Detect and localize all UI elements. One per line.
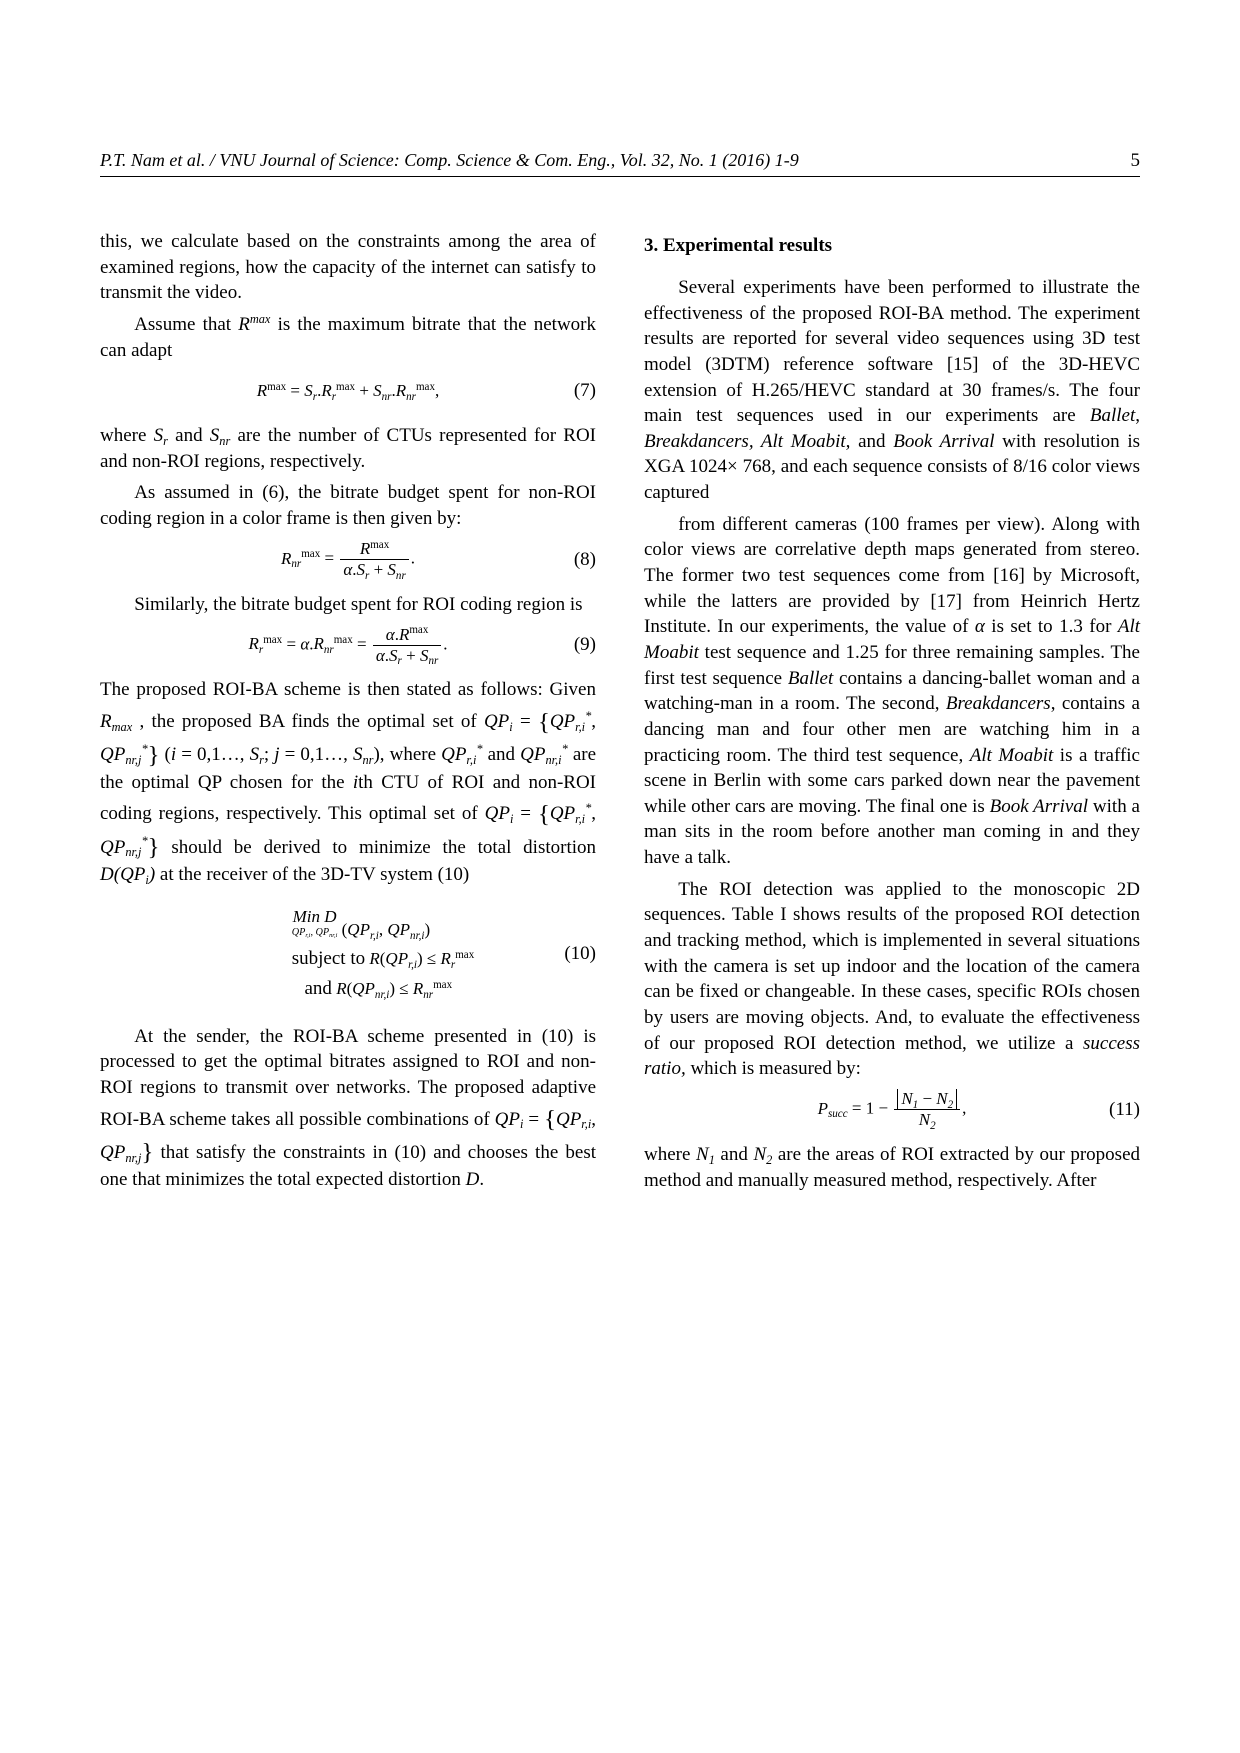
left-p6g: should be derived to minimize the total … <box>171 837 596 858</box>
left-column: this, we calculate based on the constrai… <box>100 229 596 1199</box>
eq10-body: Min D QPr,i, QPnr,i (QPr,i, QPnr,i) subj… <box>222 907 474 1000</box>
sym-qpnri: QPnr,i* <box>520 744 568 765</box>
i-alpha: α <box>975 616 985 637</box>
left-p3a: where <box>100 425 154 446</box>
left-p2: Assume that Rmax is the maximum bitrate … <box>100 312 596 363</box>
left-p3: where Sr and Snr are the number of CTUs … <box>100 423 596 474</box>
equation-7: Rmax = Sr.Rrmax + Snr.Rnrmax, (7) <box>100 369 596 413</box>
eq10-line3: and R(QPnr,i) ≤ Rnrmax <box>292 978 452 1000</box>
eq7-num: (7) <box>574 380 596 402</box>
sym-rmax: Rmax <box>238 314 270 335</box>
eq11-num: (11) <box>1109 1099 1140 1121</box>
left-p6h: at the receiver of the 3D-TV system (10) <box>160 864 469 885</box>
left-p7c: . <box>479 1169 484 1190</box>
left-p7: At the sender, the ROI-BA scheme present… <box>100 1024 596 1193</box>
left-p1: this, we calculate based on the constrai… <box>100 229 596 306</box>
right-p3: The ROI detection was applied to the mon… <box>644 877 1140 1082</box>
i-book2: Book Arrival <box>990 796 1088 817</box>
right-p1: Several experiments have been performed … <box>644 275 1140 506</box>
eq8-body: Rnrmax = Rmaxα.Sr + Snr. <box>281 539 415 580</box>
sym-rmax-2: Rmax <box>100 711 132 732</box>
sup-max: max <box>250 312 271 326</box>
eq9-num: (9) <box>574 634 596 656</box>
eq10-line1: Min D QPr,i, QPnr,i (QPr,i, QPnr,i) <box>292 907 430 940</box>
left-p7b: that satisfy the constraints in (10) and… <box>100 1142 596 1190</box>
eq10-num: (10) <box>564 943 596 965</box>
sym-n1: N1 <box>696 1144 715 1165</box>
subject-to: subject to <box>292 948 365 969</box>
right-column: 3. Experimental results Several experime… <box>644 229 1140 1199</box>
i-altmoabit2: Alt Moabit <box>970 745 1054 766</box>
right-p3b: which is measured by: <box>686 1058 861 1079</box>
eq7-body: Rmax = Sr.Rrmax + Snr.Rnrmax, <box>257 381 439 401</box>
journal-title: P.T. Nam et al. / VNU Journal of Science… <box>100 150 799 171</box>
eq11-body: Psucc = 1 − N1 − N2N2, <box>818 1089 967 1130</box>
left-p6c: where <box>390 744 441 765</box>
equation-10: Min D QPr,i, QPnr,i (QPr,i, QPnr,i) subj… <box>100 894 596 1014</box>
i-break2: Breakdancers <box>946 693 1051 714</box>
section-title: 3. Experimental results <box>644 235 1140 257</box>
eq9-body: Rrmax = α.Rnrmax = α.Rmaxα.Sr + Snr. <box>248 625 447 666</box>
left-p3b: and <box>168 425 210 446</box>
sym-qpri: QPr,i* <box>441 744 482 765</box>
left-p6b: , the proposed BA finds the optimal set … <box>139 711 484 732</box>
left-p4: As assumed in (6), the bitrate budget sp… <box>100 480 596 531</box>
right-p4b: and <box>715 1144 754 1165</box>
sym-d: D <box>466 1169 480 1190</box>
eq10-line2: subject to R(QPr,i) ≤ Rrmax <box>292 948 474 970</box>
right-p3a: The ROI detection was applied to the mon… <box>644 879 1140 1054</box>
sym-n2: N2 <box>753 1144 772 1165</box>
i-book: Book Arrival <box>893 431 994 452</box>
sym-snr: Snr <box>210 425 230 446</box>
i-ballet: Ballet <box>1090 405 1135 426</box>
left-p6: The proposed ROI-BA scheme is then state… <box>100 677 596 887</box>
right-p4: where N1 and N2 are the areas of ROI ext… <box>644 1142 1140 1193</box>
right-p1b: , <box>1135 405 1140 426</box>
left-p6d: and <box>483 744 521 765</box>
equation-9: Rrmax = α.Rnrmax = α.Rmaxα.Sr + Snr. (9) <box>100 623 596 667</box>
page-number: 5 <box>1131 150 1141 172</box>
equation-8: Rnrmax = Rmaxα.Sr + Snr. (8) <box>100 538 596 582</box>
i-ballet2: Ballet <box>788 668 833 689</box>
main-columns: this, we calculate based on the constrai… <box>100 229 1140 1199</box>
right-p4a: where <box>644 1144 696 1165</box>
equation-11: Psucc = 1 − N1 − N2N2, (11) <box>644 1088 1140 1132</box>
left-p6a: The proposed ROI-BA scheme is then state… <box>100 679 596 700</box>
right-p1a: Several experiments have been performed … <box>644 277 1140 426</box>
sym-sr: Sr <box>154 425 168 446</box>
page-header: P.T. Nam et al. / VNU Journal of Science… <box>100 150 1140 177</box>
right-p1c: and <box>850 431 893 452</box>
i-break: Breakdancers, Alt Moabit, <box>644 431 850 452</box>
left-p2a: Assume that <box>134 314 238 335</box>
right-p2b: is set to 1.3 for <box>985 616 1118 637</box>
left-p5: Similarly, the bitrate budget spent for … <box>100 592 596 618</box>
sym-dqp: D(QPi) <box>100 864 155 885</box>
eq10-and: and <box>305 978 332 999</box>
right-p2: from different cameras (100 frames per v… <box>644 512 1140 871</box>
eq8-num: (8) <box>574 549 596 571</box>
